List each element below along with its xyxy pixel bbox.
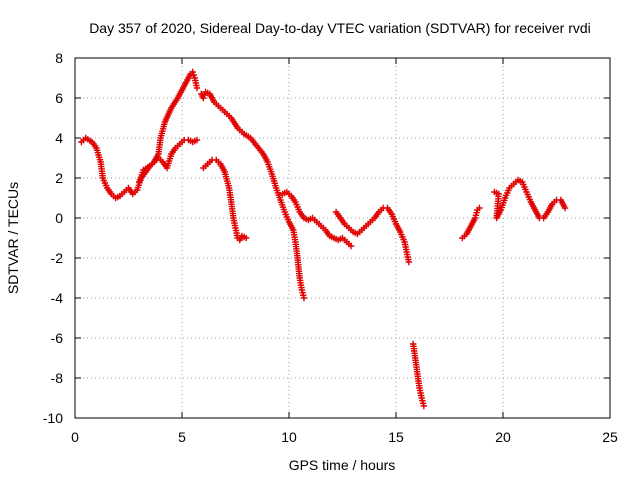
y-tick-label: 0 [55, 210, 63, 226]
data-point [420, 402, 428, 410]
plot-frame [74, 57, 611, 419]
grid-lines [75, 58, 610, 418]
data-point [476, 204, 483, 212]
y-tick-labels: -10 -8 -6 -4 -2 0 2 4 6 8 [43, 50, 63, 426]
x-tick-label: 25 [602, 429, 618, 445]
data-point [243, 234, 250, 242]
data-points [78, 68, 569, 410]
data-point [193, 136, 201, 144]
data-point [189, 68, 196, 76]
data-point [300, 294, 308, 302]
y-tick-label: -10 [43, 410, 63, 426]
y-tick-label: 6 [55, 90, 63, 106]
y-tick-label: 8 [55, 50, 63, 66]
data-point [190, 71, 197, 79]
y-axis-label: SDTVAR / TECUs [5, 182, 21, 294]
y-tick-label: -4 [51, 290, 64, 306]
y-tick-label: -8 [51, 370, 64, 386]
x-tick-labels: 0 5 10 15 20 25 [71, 429, 618, 445]
x-tick-label: 15 [388, 429, 404, 445]
y-tick-label: 4 [55, 130, 63, 146]
x-tick-label: 10 [281, 429, 297, 445]
y-tick-label: -6 [51, 330, 64, 346]
x-axis-label: GPS time / hours [289, 457, 396, 473]
y-tick-label: -2 [51, 250, 64, 266]
x-tick-label: 0 [71, 429, 79, 445]
x-tick-label: 5 [178, 429, 186, 445]
chart-title: Day 357 of 2020, Sidereal Day-to-day VTE… [89, 20, 591, 36]
x-tick-label: 20 [495, 429, 511, 445]
y-tick-label: 2 [55, 170, 63, 186]
data-point [347, 242, 355, 250]
data-point [201, 91, 208, 99]
data-point [193, 84, 201, 92]
data-point [405, 258, 413, 266]
data-point [200, 94, 207, 102]
data-point [561, 204, 569, 212]
